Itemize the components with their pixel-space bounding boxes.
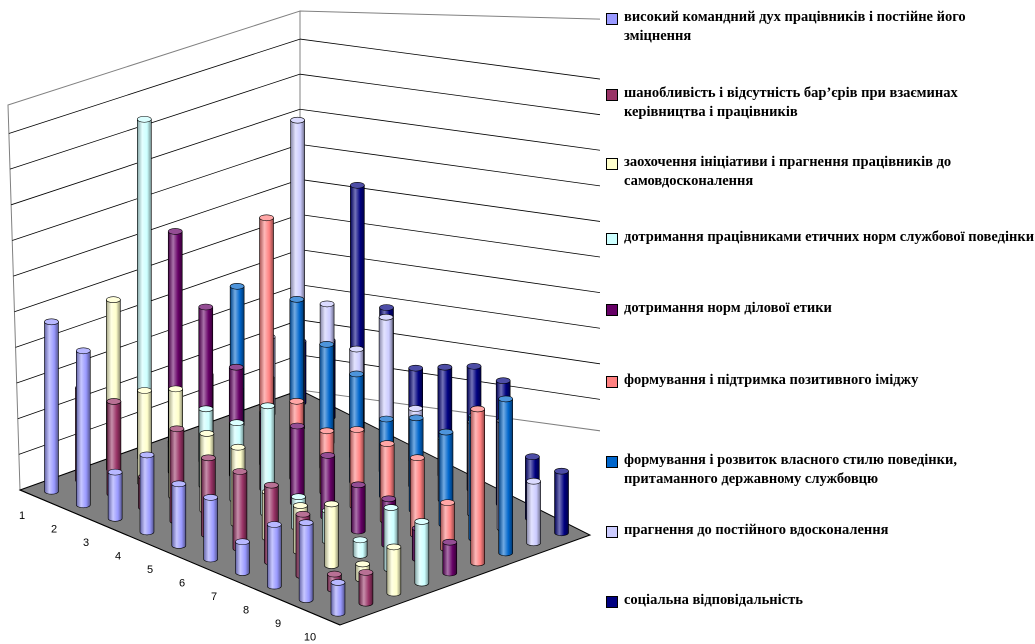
gridlines: [8, 38, 600, 455]
gridline: [16, 284, 301, 384]
bar-1-6: [203, 494, 218, 563]
gridline: [15, 249, 301, 348]
bar-1-9: [298, 519, 314, 603]
x-tick-label: 1: [19, 510, 25, 522]
legend-label: дотримання працівниками етичних норм слу…: [624, 229, 1035, 245]
x-tick-label: 6: [179, 577, 185, 589]
gridline: [8, 38, 301, 134]
legend-item: дотримання працівниками етичних норм слу…: [606, 228, 1035, 247]
bar-4-8: [352, 536, 368, 559]
x-tick-label: 4: [115, 550, 121, 562]
gridline: [299, 38, 600, 80]
gridline: [299, 249, 600, 294]
legend-item: формування і розвиток власного стилю пов…: [606, 451, 1035, 489]
legend-item: соціальна відповідальність: [606, 591, 1035, 610]
bar-6-10: [470, 405, 485, 567]
bar-1-10: [330, 579, 346, 617]
legend-label: прагнення до постійного вдосконалення: [624, 522, 889, 538]
legend-label: шанобливість і відсутність бар’єрів при …: [624, 85, 958, 120]
gridline: [299, 179, 600, 222]
gridline: [9, 73, 301, 170]
legend-label: формування і підтримка позитивного імідж…: [624, 372, 919, 388]
gridline: [299, 73, 600, 116]
gridline: [10, 108, 301, 206]
legend-label: заохочення ініціативи і прагнення праців…: [624, 154, 952, 189]
legend: високий командний дух працівників і пост…: [606, 0, 1035, 644]
bar-9-10: [554, 467, 569, 537]
x-tick-labels: 1 2 3 4 5 6 7 8 9 10: [19, 510, 316, 644]
legend-swatch: [606, 304, 618, 316]
legend-item: дотримання норм ділової етики: [606, 299, 1035, 318]
gridline: [12, 143, 301, 241]
legend-swatch: [606, 526, 618, 538]
x-tick-label: 2: [51, 523, 57, 535]
bar-1-5: [171, 480, 187, 549]
legend-swatch: [606, 233, 618, 245]
gridline: [299, 108, 600, 151]
gridline: [299, 214, 600, 258]
legend-item: заохочення ініціативи і прагнення праців…: [606, 153, 1035, 191]
bar-1-4: [139, 451, 155, 536]
bar-5-7: [350, 481, 366, 535]
x-tick-label: 9: [275, 618, 281, 630]
legend-label: високий командний дух працівників і пост…: [624, 9, 966, 44]
x-tick-label: 8: [243, 604, 249, 616]
legend-label: соціальна відповідальність: [624, 592, 803, 608]
chart-area: 1 2 3 4 5 6 7 8 9 10: [7, 10, 600, 644]
bar-2-10: [358, 569, 374, 607]
bar-5-10: [442, 538, 458, 577]
legend-swatch: [606, 596, 618, 608]
legend-swatch: [606, 158, 618, 170]
gridline: [299, 319, 600, 365]
bar-1-1: [44, 318, 59, 495]
legend-label: формування і розвиток власного стилю пов…: [624, 452, 957, 487]
legend-swatch: [606, 89, 618, 101]
chart-plot: 1 2 3 4 5 6 7 8 9 10: [7, 10, 600, 644]
legend-item: формування і підтримка позитивного імідж…: [606, 371, 1035, 390]
bar-3-8: [324, 500, 339, 569]
bars-group: [44, 115, 569, 617]
bar-4-10: [414, 518, 430, 587]
gridline: [299, 284, 600, 329]
legend-swatch: [606, 13, 618, 25]
bar-7-10: [498, 395, 513, 557]
x-tick-label: 3: [83, 537, 89, 549]
bar-1-2: [76, 347, 91, 509]
x-tick-label: 5: [147, 564, 153, 576]
legend-swatch: [606, 456, 618, 468]
x-tick-label: 10: [304, 631, 316, 643]
bar-1-8: [267, 521, 282, 590]
bar-1-3: [107, 468, 123, 522]
bar-3-10: [386, 543, 402, 597]
legend-item: шанобливість і відсутність бар’єрів при …: [606, 84, 1035, 122]
gridline: [18, 354, 301, 455]
gridline: [13, 179, 301, 277]
legend-swatch: [606, 376, 618, 388]
legend-label: дотримання норм ділової етики: [624, 300, 832, 316]
legend-item: високий командний дух працівників і пост…: [606, 8, 1035, 46]
x-tick-label: 7: [211, 591, 217, 603]
bar-8-10: [526, 477, 541, 547]
bar-1-7: [235, 538, 250, 576]
legend-item: прагнення до постійного вдосконалення: [606, 521, 1035, 540]
gridline: [14, 214, 301, 313]
x-axis-line: [19, 489, 341, 626]
gridline: [17, 319, 301, 420]
gridline: [299, 143, 600, 187]
